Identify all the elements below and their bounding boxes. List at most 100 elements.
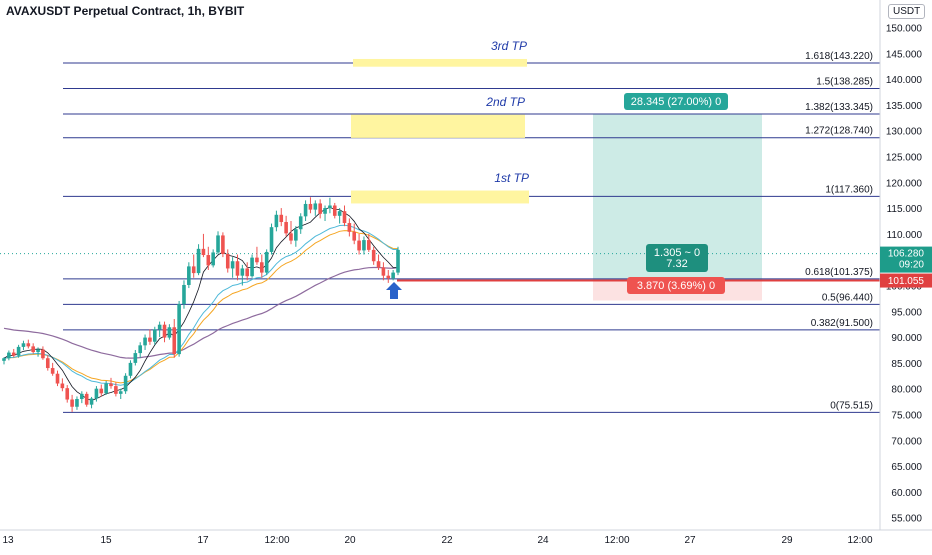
candle-body — [152, 329, 157, 342]
candle-body — [352, 231, 357, 241]
candle-body — [367, 240, 371, 250]
tp-label: 2nd TP — [485, 95, 525, 109]
candle-body — [50, 368, 55, 374]
x-tick-label: 13 — [2, 535, 14, 546]
currency-unit-button[interactable]: USDT — [888, 4, 926, 19]
y-tick-label: 150.000 — [886, 24, 923, 35]
fib-label: 0.618(101.375) — [805, 267, 873, 278]
x-tick-label: 15 — [100, 535, 112, 546]
candle-body — [36, 349, 40, 353]
candle-body — [191, 266, 196, 274]
candle-body — [55, 373, 60, 384]
y-tick-label: 95.000 — [891, 307, 922, 318]
candle-body — [94, 388, 99, 399]
candle-body — [148, 337, 152, 342]
candle-body — [104, 383, 108, 394]
y-tick-label: 145.000 — [886, 49, 923, 60]
entry-price-text: 101.055 — [888, 276, 925, 287]
y-tick-label: 70.000 — [891, 436, 922, 447]
candle-body — [279, 214, 284, 223]
label-text: 7.32 — [666, 258, 687, 270]
candle-body — [123, 375, 128, 392]
label-box — [646, 244, 708, 272]
candle-body — [187, 266, 191, 285]
x-tick-label: 12:00 — [604, 535, 629, 546]
x-tick-label: 17 — [197, 535, 209, 546]
fib-label: 0.5(96.440) — [822, 292, 873, 303]
y-tick-label: 55.000 — [891, 514, 922, 525]
candle-body — [21, 343, 26, 347]
candle-body — [138, 345, 142, 354]
x-tick-label: 12:00 — [264, 535, 289, 546]
x-tick-label: 24 — [537, 535, 549, 546]
candle-body — [31, 346, 35, 353]
y-tick-label: 125.000 — [886, 153, 923, 164]
candle-body — [347, 223, 352, 232]
candle-body — [201, 248, 206, 256]
candle-body — [323, 208, 327, 214]
candle-body — [2, 358, 6, 361]
x-tick-label: 29 — [781, 535, 793, 546]
candle-body — [196, 248, 201, 274]
tp-box — [353, 58, 527, 67]
candle-body — [274, 214, 279, 228]
label-text: 28.345 (27.00%) 0 — [631, 96, 722, 108]
ma-long-line — [3, 266, 399, 359]
candle-body — [172, 327, 177, 355]
candle-body — [70, 399, 74, 407]
ma-mid-line — [3, 230, 399, 384]
candle-body — [260, 262, 264, 273]
candle-body — [11, 352, 16, 356]
y-tick-label: 120.000 — [886, 178, 923, 189]
candle-body — [332, 205, 337, 216]
candle-body — [45, 358, 50, 369]
tp-label: 3rd TP — [491, 39, 527, 53]
tp-box — [351, 190, 529, 204]
candle-body — [240, 268, 245, 276]
candle-body — [294, 229, 298, 241]
candle-body — [41, 349, 45, 359]
candle-body — [114, 386, 118, 394]
candle-body — [65, 388, 70, 400]
label-text: 3.870 (3.69%) 0 — [637, 280, 715, 292]
candle-body — [362, 240, 366, 251]
candle-body — [391, 272, 395, 279]
candle-body — [80, 393, 84, 400]
candle-body — [386, 275, 391, 279]
candle-body — [177, 304, 181, 355]
candle-body — [337, 211, 342, 216]
y-tick-label: 110.000 — [887, 230, 923, 241]
label-text: 1.305 ~ 0 — [654, 247, 700, 259]
fib-label: 0.382(91.500) — [811, 318, 873, 329]
y-tick-label: 140.000 — [886, 75, 923, 86]
ratio-label: 1.305 ~ 07.32 — [646, 244, 708, 272]
ma-short-line — [3, 206, 398, 401]
candle-body — [167, 327, 172, 338]
x-tick-label: 20 — [344, 535, 356, 546]
candle-body — [298, 216, 303, 230]
candle-body — [255, 257, 259, 263]
label-box — [627, 277, 725, 294]
y-tick-label: 60.000 — [891, 488, 922, 499]
tp-label: 1st TP — [494, 171, 529, 185]
candle-body — [89, 398, 94, 405]
tp-box — [351, 114, 525, 138]
fib-label: 1.5(138.285) — [816, 76, 873, 87]
y-tick-label: 65.000 — [891, 462, 922, 473]
fib-label: 1.382(133.345) — [805, 102, 873, 113]
candle-body — [118, 391, 123, 394]
candle-body — [396, 249, 400, 273]
countdown-text: 09:20 — [899, 260, 924, 271]
candle-body — [128, 362, 133, 376]
candle-body — [289, 233, 293, 241]
candle-body — [84, 393, 89, 405]
candle-body — [381, 267, 386, 276]
y-tick-label: 80.000 — [891, 385, 922, 396]
candle-body — [26, 343, 31, 347]
candle-body — [221, 235, 225, 255]
ma-fast-line — [3, 224, 398, 386]
candle-body — [376, 261, 381, 268]
entry-arrow-icon — [386, 282, 402, 299]
entry-price-tag — [880, 273, 932, 288]
